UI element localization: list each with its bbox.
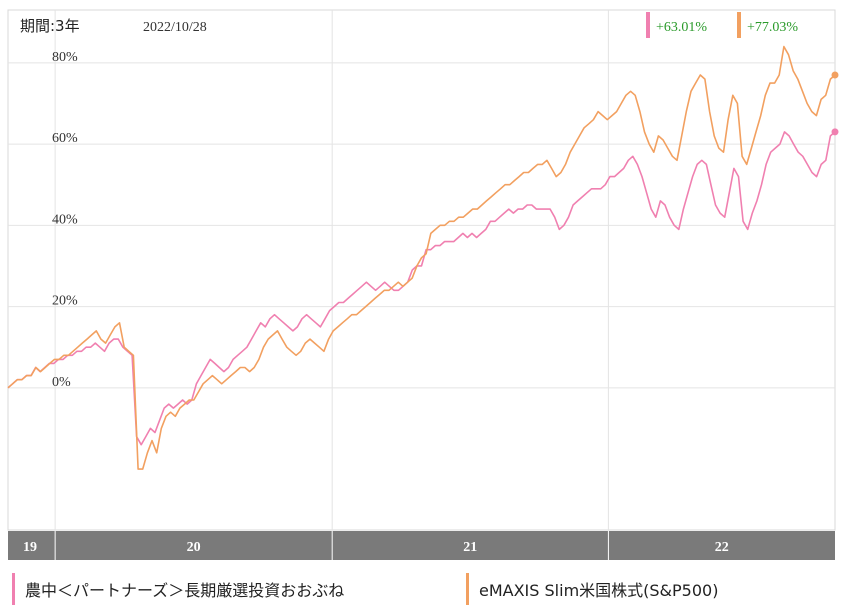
line-chart: 0% 20% 40% 60% 80% 期間:3年 2022/10/28 +63.01% +77.… xyxy=(7,9,839,560)
x-tick-label: 19 xyxy=(23,540,37,555)
x-tick-label: 21 xyxy=(463,540,477,555)
series-end-dot-1 xyxy=(831,71,839,79)
x-axis-band xyxy=(8,531,835,560)
return-swatch-1 xyxy=(737,12,741,38)
legend-item-emaxis: eMAXIS Slim米国株式(S&P500) xyxy=(466,572,718,606)
return-value-1: +77.03% xyxy=(747,20,798,35)
chart-date: 2022/10/28 xyxy=(143,20,207,35)
plot-frame xyxy=(7,9,836,531)
y-tick-label: 0% xyxy=(52,375,71,390)
y-tick-label: 80% xyxy=(52,50,78,65)
legend-swatch-orange xyxy=(466,573,469,605)
legend-label-onochu: 農中＜パートナーズ＞長期厳選投資おおぶね xyxy=(25,581,345,600)
return-swatch-0 xyxy=(646,12,650,38)
return-value-0: +63.01% xyxy=(656,20,707,35)
x-tick-label: 20 xyxy=(187,540,201,555)
series-line-1 xyxy=(7,45,836,470)
period-label: 期間:3年 xyxy=(20,17,80,35)
series-line-0 xyxy=(7,131,836,446)
legend-item-onochu: 農中＜パートナーズ＞長期厳選投資おおぶね xyxy=(12,572,344,606)
y-tick-label: 40% xyxy=(52,212,78,227)
y-tick-label: 60% xyxy=(52,131,78,146)
y-tick-label: 20% xyxy=(52,294,78,309)
x-tick-label: 22 xyxy=(715,540,729,555)
series-end-dot-0 xyxy=(831,128,839,136)
legend-swatch-pink xyxy=(12,573,15,605)
legend-label-emaxis: eMAXIS Slim米国株式(S&P500) xyxy=(479,581,719,600)
chart-area: 0% 20% 40% 60% 80% 期間:3年 2022/10/28 +63.01% +77.… xyxy=(7,9,839,560)
